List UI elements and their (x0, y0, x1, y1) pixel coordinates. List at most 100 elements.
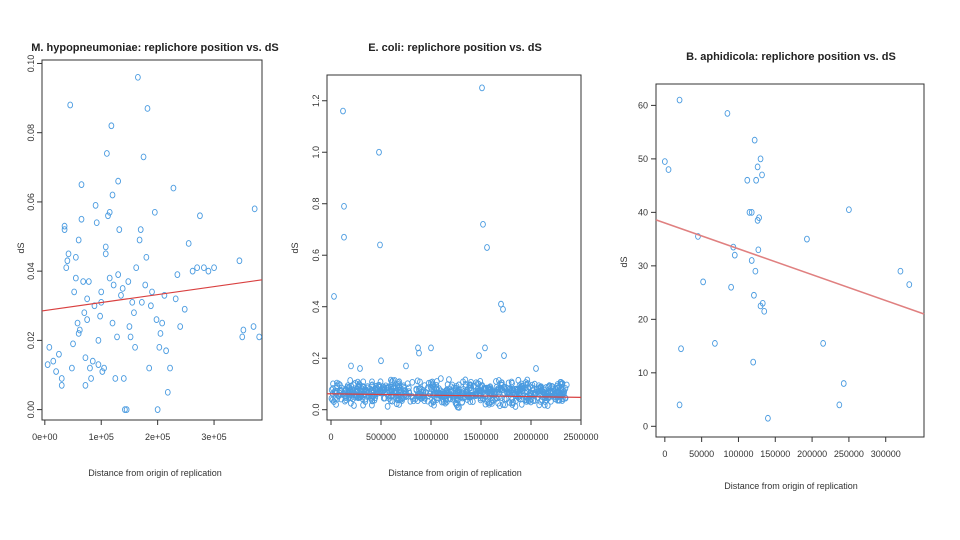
data-point (529, 384, 536, 392)
data-point (61, 226, 68, 233)
data-point (479, 84, 485, 92)
data-point (148, 302, 154, 310)
data-point (72, 274, 79, 282)
data-point (53, 368, 59, 375)
x-tick-label: 1000000 (413, 432, 448, 442)
x-tick-label: 0 (662, 449, 667, 459)
data-point (532, 389, 539, 396)
data-point (431, 386, 437, 394)
data-point (820, 340, 826, 347)
data-point (751, 291, 757, 299)
data-point (149, 288, 155, 296)
data-point (661, 158, 668, 165)
data-point (44, 361, 51, 368)
data-point (396, 383, 403, 390)
data-point (129, 298, 136, 306)
data-point (78, 181, 85, 188)
data-point (374, 389, 381, 397)
data-point (331, 293, 337, 300)
data-point (87, 364, 93, 372)
data-point (181, 305, 188, 313)
data-point (493, 378, 499, 385)
data-point (65, 250, 72, 258)
data-point (759, 171, 765, 179)
data-point (157, 330, 164, 337)
data-point (133, 264, 140, 272)
data-point (464, 396, 471, 403)
panel3-plot-frame (655, 83, 925, 438)
data-point (61, 222, 68, 230)
data-point (205, 267, 212, 275)
data-point (163, 347, 169, 355)
data-point (82, 382, 89, 389)
data-point (359, 395, 366, 403)
data-point (533, 365, 539, 372)
data-point (85, 278, 92, 285)
data-point (536, 401, 543, 409)
x-tick-label: 100000 (723, 449, 753, 459)
panel-m-hypopneumoniae: M. hypopneumoniae: replichore position v… (16, 42, 279, 478)
data-point (748, 257, 755, 264)
data-point (177, 323, 184, 330)
data-point (119, 285, 126, 292)
data-point (466, 385, 473, 392)
data-point (109, 319, 116, 327)
data-point (753, 176, 759, 184)
data-point (71, 288, 78, 296)
data-point (502, 401, 508, 409)
data-point (448, 391, 455, 398)
data-point (756, 214, 762, 222)
panel3-y-ticks: 0 10 20 30 40 50 60 (638, 100, 656, 431)
data-point (558, 380, 565, 387)
data-point (476, 352, 482, 359)
data-point (444, 386, 451, 393)
data-point (506, 386, 513, 393)
data-point (524, 376, 531, 384)
data-point (757, 155, 764, 163)
data-point (340, 107, 346, 115)
data-point (102, 243, 109, 251)
data-point (95, 337, 102, 344)
data-point (455, 395, 461, 403)
data-point (75, 236, 82, 244)
data-point (189, 267, 196, 275)
data-point (545, 394, 552, 402)
data-point (333, 401, 339, 408)
data-point (724, 110, 731, 117)
data-point (115, 177, 122, 185)
data-point (135, 73, 141, 81)
data-point (84, 295, 90, 303)
data-point (482, 344, 488, 352)
data-point (97, 312, 103, 320)
data-point (69, 364, 75, 372)
data-point (164, 388, 171, 396)
x-tick-label: 2e+05 (145, 432, 170, 442)
data-point (403, 362, 409, 370)
y-tick-label: 0.02 (26, 332, 36, 350)
data-point (159, 319, 166, 327)
data-point (354, 378, 361, 386)
data-point (144, 105, 151, 112)
data-point (106, 274, 113, 282)
panel3-title: B. aphidicola: replichore position vs. d… (686, 51, 896, 63)
y-tick-label: 60 (638, 100, 648, 110)
data-point (750, 358, 757, 366)
data-point (557, 392, 564, 400)
data-point (529, 381, 536, 389)
data-point (170, 184, 177, 192)
data-point (251, 205, 258, 213)
panel2-points (328, 84, 570, 411)
panel1-y-ticks: 0.00 0.02 0.04 0.06 0.08 0.10 (26, 55, 42, 418)
y-tick-label: 10 (638, 368, 648, 378)
data-point (484, 244, 490, 251)
data-point (201, 264, 207, 272)
data-point (342, 394, 349, 401)
data-point (126, 323, 133, 330)
data-point (453, 383, 460, 390)
y-tick-label: 0.2 (311, 352, 321, 365)
data-point (535, 385, 542, 393)
data-point (414, 392, 421, 400)
data-point (765, 414, 771, 422)
data-point (400, 393, 407, 401)
